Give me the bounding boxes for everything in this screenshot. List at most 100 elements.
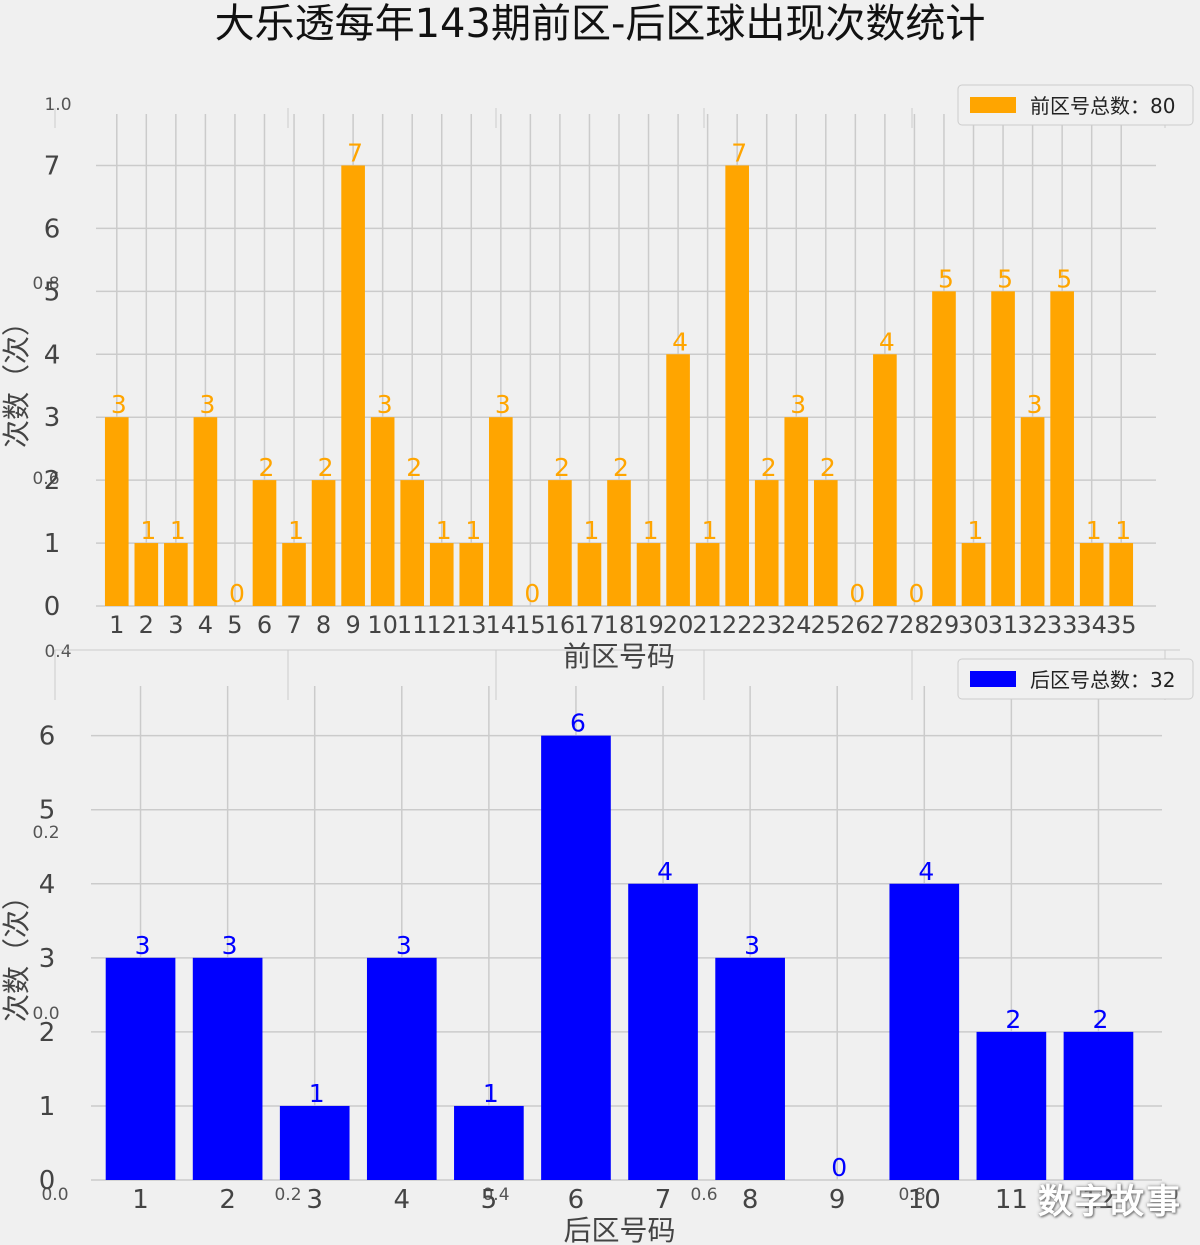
- bar-value-label: 5: [938, 264, 954, 293]
- bar-value-label: 2: [820, 453, 836, 482]
- x-tick-label: 5: [481, 1185, 498, 1215]
- bar-value-label: 1: [483, 1079, 499, 1108]
- y-tick-label: 2: [44, 466, 61, 496]
- bar-value-label: 1: [968, 516, 984, 545]
- bar-34: [1079, 543, 1104, 606]
- x-tick-label: 20: [663, 611, 694, 639]
- x-tick-label: 5: [227, 611, 242, 639]
- legend-box: [957, 84, 1194, 126]
- x-tick-label: 33: [1047, 611, 1078, 639]
- x-tick-label: 29: [929, 611, 960, 639]
- bar-value-label: 1: [584, 516, 600, 545]
- bar-4: [193, 417, 218, 606]
- bar-value-label: 3: [135, 931, 151, 960]
- bar-value-label: 3: [222, 931, 238, 960]
- back-zone-chart: 0123456313213341566473809410211212后区号码次数…: [0, 658, 1194, 1245]
- x-axis-label: 前区号码: [563, 640, 675, 673]
- bar-29: [932, 291, 956, 606]
- bar-value-label: 3: [199, 390, 215, 419]
- bar-27: [873, 354, 897, 606]
- x-tick-label: 22: [722, 611, 753, 639]
- legend: 后区号总数：32: [957, 658, 1194, 700]
- bar-9: [341, 165, 365, 606]
- watermark-text: 数字故事: [1038, 1182, 1182, 1222]
- ghost-x-tick-label: 1.0: [1151, 1185, 1178, 1205]
- bar-30: [961, 543, 986, 606]
- x-tick-label: 19: [633, 611, 664, 639]
- bar-16: [548, 480, 572, 606]
- x-tick-label: 32: [1017, 611, 1048, 639]
- bar-value-label: 4: [672, 327, 688, 356]
- ghost-x-tick-label: 0.4: [482, 1185, 509, 1205]
- bar-value-label: 7: [731, 138, 747, 167]
- x-tick-label: 31: [988, 611, 1019, 639]
- bar-value-label: 2: [761, 453, 777, 482]
- bar-value-label: 0: [831, 1153, 847, 1182]
- front-zone-chart: 0123456731121334052617287931021111211331…: [0, 84, 1194, 673]
- bar-value-label: 3: [744, 931, 760, 960]
- legend-swatch: [970, 97, 1016, 113]
- x-tick-label: 9: [829, 1185, 846, 1215]
- bar-35: [1109, 543, 1134, 606]
- x-tick-label: 2: [219, 1185, 236, 1215]
- y-tick-label: 5: [39, 796, 56, 826]
- bar-10: [889, 883, 960, 1180]
- legend: 前区号总数：80: [957, 84, 1194, 126]
- y-tick-label: 2: [39, 1018, 56, 1048]
- bar-value-label: 2: [613, 453, 629, 482]
- bar-value-label: 2: [406, 453, 422, 482]
- bar-2: [134, 543, 159, 606]
- x-tick-label: 28: [899, 611, 930, 639]
- x-tick-label: 8: [742, 1185, 759, 1215]
- bar-8: [311, 480, 336, 606]
- bar-3: [164, 543, 188, 606]
- ghost-y-tick-label: 0.0: [32, 1004, 59, 1024]
- y-tick-label: 0: [39, 1166, 56, 1196]
- x-tick-label: 8: [316, 611, 331, 639]
- x-axis-label: 后区号码: [563, 1214, 675, 1245]
- bar-value-label: 3: [495, 390, 511, 419]
- bar-value-label: 1: [702, 516, 718, 545]
- bar-value-label: 2: [318, 453, 334, 482]
- bar-19: [636, 543, 661, 606]
- bar-11: [976, 1031, 1047, 1180]
- bar-18: [607, 480, 631, 606]
- x-tick-label: 25: [811, 611, 842, 639]
- bar-value-label: 1: [170, 516, 186, 545]
- x-tick-label: 14: [486, 611, 517, 639]
- x-tick-label: 3: [306, 1185, 323, 1215]
- x-tick-label: 11: [397, 611, 428, 639]
- x-tick-label: 23: [751, 611, 782, 639]
- ghost-y-tick-label: 0.6: [32, 469, 59, 489]
- bar-14: [489, 417, 513, 606]
- x-tick-label: 6: [257, 611, 272, 639]
- x-tick-label: 7: [655, 1185, 672, 1215]
- bar-value-label: 0: [524, 579, 540, 608]
- x-tick-label: 1: [109, 611, 124, 639]
- bar-13: [459, 543, 484, 606]
- bar-value-label: 0: [229, 579, 245, 608]
- x-tick-label: 13: [456, 611, 487, 639]
- bar-value-label: 4: [918, 857, 934, 886]
- legend-swatch: [970, 671, 1016, 687]
- bar-6: [541, 735, 611, 1180]
- bar-12: [1063, 1031, 1134, 1180]
- y-tick-label: 0: [44, 592, 61, 622]
- x-tick-label: 27: [870, 611, 901, 639]
- ghost-x-tick-label: 0.2: [274, 1185, 301, 1205]
- y-tick-label: 3: [39, 944, 56, 974]
- legend-label: 后区号总数：32: [1030, 668, 1175, 692]
- bar-value-label: 1: [465, 516, 481, 545]
- bar-24: [784, 417, 809, 606]
- bar-value-label: 2: [554, 453, 570, 482]
- bar-value-label: 1: [288, 516, 304, 545]
- x-tick-label: 21: [692, 611, 723, 639]
- x-tick-label: 10: [908, 1185, 941, 1215]
- x-tick-label: 15: [515, 611, 546, 639]
- bar-20: [666, 354, 690, 606]
- bar-12: [429, 543, 454, 606]
- bar-value-label: 1: [309, 1079, 325, 1108]
- x-tick-label: 9: [345, 611, 360, 639]
- bar-10: [370, 417, 395, 606]
- bar-23: [754, 480, 779, 606]
